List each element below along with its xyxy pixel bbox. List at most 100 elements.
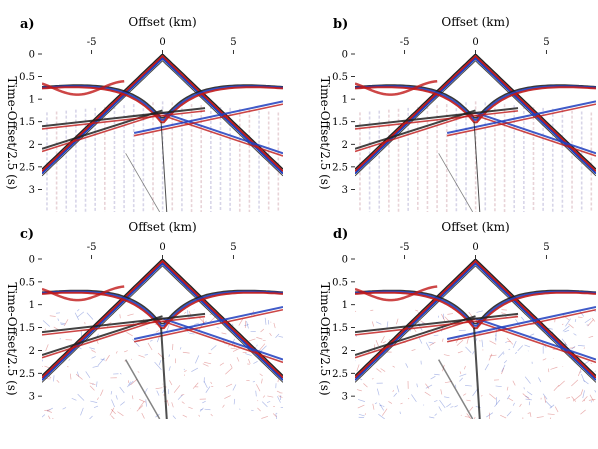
- linear-event: [355, 318, 476, 359]
- noise-event: [127, 381, 131, 388]
- noise-event: [137, 371, 140, 373]
- noise-event: [149, 340, 153, 342]
- linear-event: [475, 320, 596, 364]
- x-tick-label: 5: [543, 37, 549, 48]
- reflection: [355, 84, 596, 119]
- noise-event: [450, 406, 454, 408]
- noise-event: [138, 354, 145, 358]
- noise-event: [495, 338, 497, 341]
- noise-event: [434, 400, 438, 402]
- noise-event: [584, 318, 592, 324]
- noise-event: [515, 351, 518, 354]
- y-axis-title: Time-Offset/2.5 (s): [318, 76, 332, 189]
- noise-event: [100, 389, 104, 396]
- noise-event: [582, 396, 588, 402]
- noise-event: [219, 362, 225, 366]
- noise-event: [141, 412, 145, 419]
- noise-event: [93, 405, 99, 408]
- noise-event: [111, 399, 115, 408]
- seismic-gather: [355, 259, 596, 419]
- noise-event: [355, 360, 356, 362]
- noise-event: [477, 418, 480, 419]
- noise-event: [574, 319, 577, 323]
- noise-event: [561, 338, 568, 347]
- noise-event: [356, 389, 362, 392]
- noise-event: [198, 414, 201, 417]
- noise-event: [564, 329, 570, 333]
- noise-event: [248, 358, 251, 364]
- noise-event: [583, 379, 589, 385]
- noise-event: [111, 408, 116, 415]
- linear-event: [42, 315, 163, 356]
- noise-event: [245, 353, 252, 356]
- noise-event: [277, 379, 279, 383]
- noise-event: [579, 371, 582, 373]
- noise-event: [466, 399, 471, 402]
- noise-event: [199, 317, 206, 325]
- noise-event: [46, 410, 52, 413]
- y-tick-label: 2.5: [332, 162, 348, 173]
- noise-event: [89, 382, 96, 386]
- x-tick-label: 0: [472, 242, 478, 253]
- noise-event: [501, 367, 505, 375]
- noise-event: [109, 407, 115, 416]
- noise-event: [454, 405, 458, 408]
- linear-event: [133, 103, 283, 137]
- direct-wave: [355, 259, 596, 379]
- noise-event: [246, 320, 249, 329]
- noise-event: [430, 375, 436, 380]
- noise-event: [594, 370, 596, 372]
- noise-event: [542, 358, 547, 361]
- noise-event: [466, 413, 472, 419]
- linear-event: [446, 100, 596, 134]
- noise-event: [424, 391, 431, 397]
- linear-event: [446, 103, 596, 137]
- direct-wave: [355, 265, 596, 383]
- direct-wave: [42, 259, 283, 379]
- noise-event: [396, 385, 400, 393]
- noise-event: [60, 323, 65, 326]
- y-tick-label: 1.5: [19, 323, 35, 334]
- noise-event: [248, 338, 256, 342]
- noise-event: [416, 383, 418, 388]
- y-tick-label: 0.5: [19, 72, 35, 83]
- noise-event: [168, 354, 171, 357]
- panel-label: a): [20, 17, 35, 32]
- shallow-event: [355, 285, 438, 302]
- noise-event: [500, 414, 507, 419]
- x-tick-label: 0: [472, 37, 478, 48]
- noise-event: [371, 321, 375, 327]
- noise-event: [154, 361, 162, 370]
- noise-event: [97, 357, 105, 366]
- noise-event: [182, 351, 190, 354]
- panel-3: c) Offset (km) Time-Offset/2.5 (s) -5 0 5 0 0.5…: [5, 220, 283, 419]
- linear-event: [355, 312, 519, 334]
- noise-event: [358, 413, 365, 417]
- noise-event: [269, 332, 272, 337]
- noise-event: [210, 345, 217, 351]
- noise-event: [205, 386, 211, 393]
- noise-event: [80, 407, 84, 416]
- noise-event: [166, 324, 170, 333]
- noise-event: [139, 399, 146, 403]
- noise-event: [42, 414, 46, 418]
- noise-event: [577, 345, 585, 347]
- noise-event: [524, 376, 531, 384]
- linear-event: [475, 317, 596, 361]
- ground-roll: [125, 153, 161, 212]
- linear-event: [42, 109, 163, 150]
- noise-event: [199, 407, 204, 412]
- noise-event: [583, 399, 586, 402]
- noise-event: [71, 398, 77, 401]
- seismic-gather: [42, 259, 283, 419]
- noise-event: [528, 401, 531, 406]
- noise-event: [459, 371, 462, 374]
- linear-event: [133, 306, 283, 340]
- x-axis-title: Offset (km): [441, 15, 509, 29]
- x-tick-label: -5: [87, 37, 97, 48]
- noise-event: [42, 320, 51, 327]
- noise-event: [260, 328, 265, 333]
- noise-event: [110, 390, 113, 395]
- noise-event: [494, 399, 501, 407]
- noise-event: [158, 359, 162, 366]
